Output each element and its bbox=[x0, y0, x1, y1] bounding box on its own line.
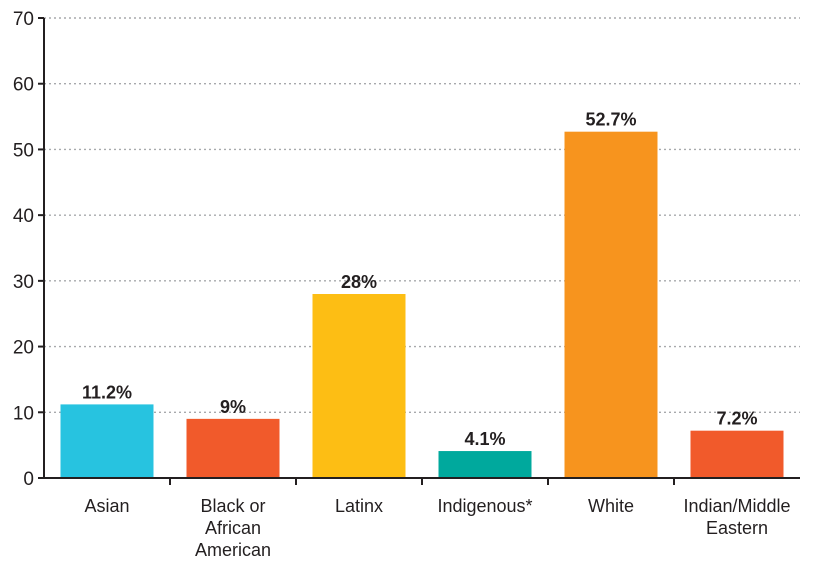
bars bbox=[60, 131, 784, 478]
category-label: Latinx bbox=[335, 496, 383, 516]
bar-2 bbox=[312, 294, 406, 478]
category-label: Indigenous* bbox=[437, 496, 532, 516]
bar-5 bbox=[690, 430, 784, 478]
y-tick-label: 10 bbox=[13, 403, 34, 424]
data-label: 4.1% bbox=[464, 429, 505, 449]
category-label-line: Indian/Middle bbox=[683, 496, 790, 516]
category-label-line: African bbox=[205, 518, 261, 538]
bar-3 bbox=[438, 451, 532, 478]
data-label: 52.7% bbox=[585, 110, 636, 130]
category-label-line: Latinx bbox=[335, 496, 383, 516]
data-label: 7.2% bbox=[716, 409, 757, 429]
category-label: Black or African American bbox=[195, 496, 271, 560]
axes bbox=[38, 17, 800, 485]
category-label-line: Asian bbox=[84, 496, 129, 516]
bar-1 bbox=[186, 418, 280, 478]
category-label-line: White bbox=[588, 496, 634, 516]
y-tick-label: 30 bbox=[13, 272, 34, 293]
y-tick-label: 70 bbox=[13, 9, 34, 30]
y-tick-label: 20 bbox=[13, 338, 34, 359]
category-label-line: Black or bbox=[200, 496, 265, 516]
y-tick-label: 50 bbox=[13, 140, 34, 161]
category-label: Asian bbox=[84, 496, 129, 516]
category-label: White bbox=[588, 496, 634, 516]
data-label: 28% bbox=[341, 272, 377, 292]
gridlines bbox=[44, 17, 800, 413]
labels: 0 10 20 30 40 50 60 70 11.2% Asian 9% Black or Afric… bbox=[13, 9, 791, 560]
y-tick-label: 40 bbox=[13, 206, 34, 227]
category-label: Indian/Middle Eastern bbox=[683, 496, 790, 538]
category-label-line: American bbox=[195, 540, 271, 560]
category-label-line: Indigenous* bbox=[437, 496, 532, 516]
y-tick-label: 60 bbox=[13, 75, 34, 96]
bar-4 bbox=[564, 131, 658, 478]
data-label: 11.2% bbox=[82, 382, 132, 402]
data-label: 9% bbox=[220, 397, 246, 417]
category-label-line: Eastern bbox=[706, 518, 768, 538]
y-tick-label: 0 bbox=[23, 469, 34, 490]
bar-0 bbox=[60, 404, 154, 478]
